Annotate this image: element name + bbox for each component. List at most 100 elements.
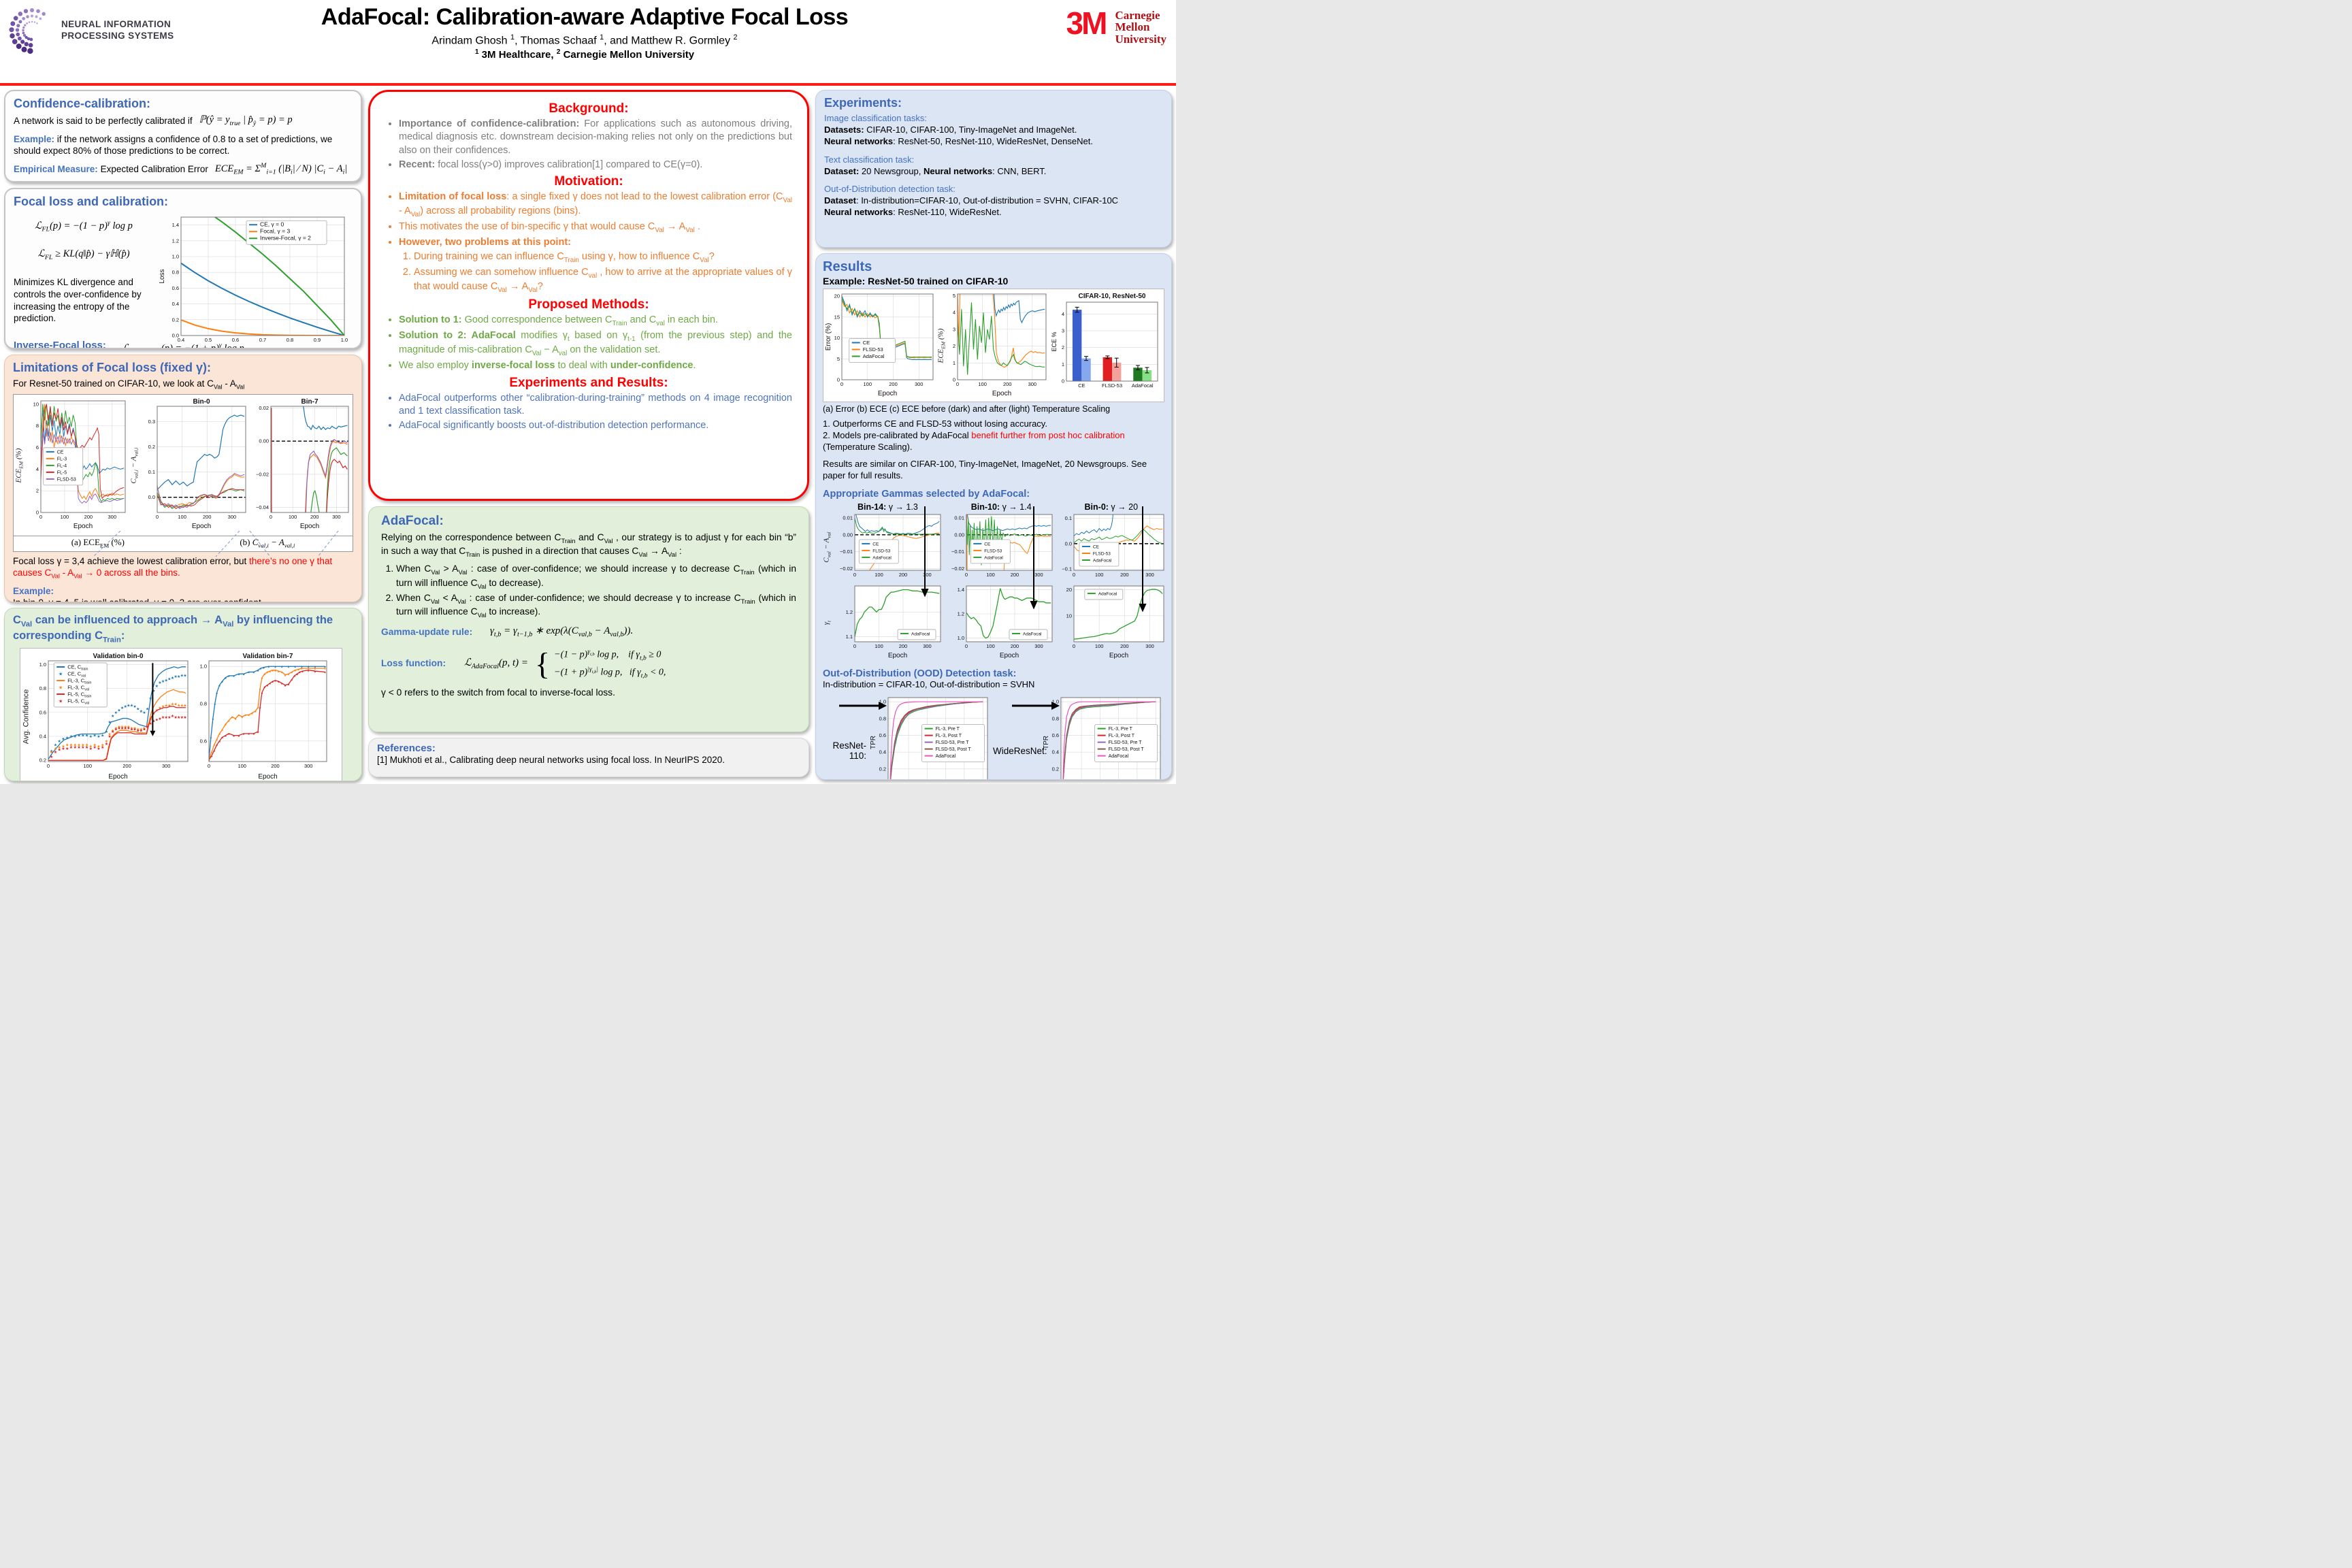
svg-text:★: ★ bbox=[314, 665, 317, 668]
svg-text:Epoch: Epoch bbox=[300, 523, 319, 530]
expresults-bullet-1: AdaFocal outperforms other “calibration-… bbox=[399, 392, 792, 419]
svg-text:★: ★ bbox=[136, 727, 140, 732]
svg-text:−0.01: −0.01 bbox=[840, 549, 853, 555]
ood-left-label: ResNet-110: bbox=[832, 740, 866, 762]
bin14-label: Bin-14: γ → 1.3 bbox=[857, 502, 918, 512]
svg-text:0.8: 0.8 bbox=[1052, 715, 1059, 721]
svg-text:★: ★ bbox=[177, 703, 180, 708]
svg-text:100: 100 bbox=[238, 763, 246, 769]
svg-text:p: p bbox=[261, 348, 265, 349]
svg-text:★: ★ bbox=[280, 682, 284, 685]
svg-text:★: ★ bbox=[93, 733, 96, 738]
svg-text:★: ★ bbox=[130, 703, 133, 708]
svg-text:−0.01: −0.01 bbox=[951, 549, 964, 555]
svg-text:★: ★ bbox=[272, 668, 275, 672]
svg-text:200: 200 bbox=[1120, 643, 1129, 649]
svg-text:0.8: 0.8 bbox=[172, 269, 179, 275]
svg-text:0.2: 0.2 bbox=[172, 316, 179, 323]
svg-text:★: ★ bbox=[165, 703, 168, 708]
poster-title: AdaFocal: Calibration-aware Adaptive Foc… bbox=[321, 4, 849, 30]
svg-text:★: ★ bbox=[69, 742, 73, 747]
svg-text:★: ★ bbox=[146, 722, 149, 727]
text-dataset: Dataset: 20 Newsgroup, Neural networks: … bbox=[824, 165, 1047, 176]
svg-text:★: ★ bbox=[108, 720, 111, 725]
svg-text:CE, Ctrain​: CE, Ctrain​ bbox=[67, 664, 88, 671]
svg-text:200: 200 bbox=[1003, 381, 1012, 387]
svg-text:AdaFocal: AdaFocal bbox=[936, 754, 956, 759]
proposed-title: Proposed Methods: bbox=[528, 297, 649, 312]
minimizes-text: Minimizes KL divergence and controls the… bbox=[14, 277, 142, 324]
svg-text:300: 300 bbox=[304, 763, 313, 769]
svg-text:1.4: 1.4 bbox=[958, 587, 964, 593]
svg-text:★: ★ bbox=[85, 742, 88, 747]
svg-text:0.8: 0.8 bbox=[200, 700, 207, 706]
confidence-title: Confidence-calibration: bbox=[14, 97, 151, 110]
svg-text:★: ★ bbox=[77, 745, 80, 750]
svg-text:Epoch: Epoch bbox=[888, 652, 907, 659]
svg-text:★: ★ bbox=[257, 668, 260, 672]
svg-text:★: ★ bbox=[299, 670, 302, 674]
svg-text:4: 4 bbox=[36, 466, 39, 472]
caption-a: (a) ECEEM (%) bbox=[71, 537, 125, 549]
svg-text:−0.02: −0.02 bbox=[256, 472, 269, 478]
svg-text:AdaFocal: AdaFocal bbox=[1023, 632, 1042, 636]
svg-text:AdaFocal: AdaFocal bbox=[984, 555, 1003, 560]
svg-text:★: ★ bbox=[218, 683, 222, 687]
svg-text:★: ★ bbox=[218, 740, 222, 743]
svg-text:★: ★ bbox=[97, 746, 100, 751]
svg-text:Epoch: Epoch bbox=[992, 390, 1011, 397]
svg-text:★: ★ bbox=[262, 666, 265, 669]
svg-text:★: ★ bbox=[272, 680, 275, 683]
chart-gamma-top-bin14: 0 100 200 300 0.01 0.00 −0.01 −0.02 CE FLSD-53 Ada… bbox=[834, 512, 943, 583]
svg-text:200: 200 bbox=[899, 643, 908, 649]
neurips-line2: PROCESSING SYSTEMS bbox=[61, 31, 174, 41]
svg-text:Epoch: Epoch bbox=[258, 773, 277, 781]
svg-text:★: ★ bbox=[242, 732, 246, 736]
svg-text:★: ★ bbox=[301, 670, 304, 673]
svg-text:0: 0 bbox=[39, 514, 42, 520]
svg-text:★: ★ bbox=[155, 717, 159, 722]
limitations-chart-strip: ECEEM (%) 0 100 200 300 0 2 4 6 8 10 Epoch CE FL-3 FL… bbox=[13, 394, 353, 537]
chart-ood-wide-wrap: 0.00.20.40.60.81.00.00.20.40.60.81.0FPRT… bbox=[1012, 692, 1164, 779]
svg-text:300: 300 bbox=[228, 514, 237, 520]
svg-text:100: 100 bbox=[1095, 643, 1104, 649]
influence-title: CVal can be influenced to approach → AVa… bbox=[13, 614, 333, 644]
svg-text:★: ★ bbox=[216, 691, 219, 694]
svg-text:★: ★ bbox=[171, 702, 174, 706]
svg-text:TPR: TPR bbox=[870, 736, 877, 749]
svg-text:★: ★ bbox=[77, 733, 80, 738]
svg-text:★: ★ bbox=[177, 715, 180, 720]
svg-text:1.0: 1.0 bbox=[958, 635, 964, 641]
svg-text:★: ★ bbox=[142, 710, 146, 715]
svg-text:300: 300 bbox=[332, 514, 341, 520]
ood-dataset: Dataset: In-distribution=CIFAR-10, Out-o… bbox=[824, 195, 1119, 206]
svg-text:★: ★ bbox=[50, 750, 53, 755]
motivation-bullet-3: However, two problems at this point:Duri… bbox=[399, 236, 792, 295]
svg-text:★: ★ bbox=[294, 668, 297, 672]
svg-text:★: ★ bbox=[238, 672, 241, 676]
svg-text:FL-5, Cval​: FL-5, Cval​ bbox=[67, 698, 89, 705]
svg-text:★: ★ bbox=[213, 743, 216, 747]
chart-ood-resnet-wrap: 0.00.20.40.60.81.00.00.20.40.60.81.0FPRT… bbox=[839, 692, 992, 779]
confidence-line1: A network is said to be perfectly calibr… bbox=[14, 116, 193, 127]
svg-text:−0.1: −0.1 bbox=[1062, 566, 1072, 572]
svg-text:★: ★ bbox=[120, 725, 124, 730]
svg-text:300: 300 bbox=[1145, 643, 1154, 649]
svg-text:★: ★ bbox=[247, 713, 250, 717]
svg-text:FLSD-53, Pre T: FLSD-53, Pre T bbox=[1109, 740, 1143, 745]
svg-text:★: ★ bbox=[296, 672, 299, 676]
svg-text:AdaFocal: AdaFocal bbox=[1093, 558, 1112, 563]
chart-validation-bin7: ★ ★ ★ ★ ★ ★ ★ ★ ★ ★ ★ ★ ★ ★ ★ ★ ★ ★ ★ ★ ★ ★ ★ ★ ★ ★ ★ ★ ★ ★ ★ ★ ★ ★ ★ ★ ★ ★ ★ ★… bbox=[191, 650, 330, 781]
svg-text:★: ★ bbox=[85, 733, 88, 738]
panel-results: Results Example: ResNet-50 trained on CI… bbox=[815, 253, 1172, 780]
svg-text:300: 300 bbox=[923, 643, 932, 649]
svg-text:0.2: 0.2 bbox=[148, 444, 155, 450]
ece-ylabel: ECEEM (%) bbox=[14, 448, 24, 483]
focal-loss-formula: ℒFL(p) = −(1 − p)γ log p bbox=[35, 218, 133, 233]
svg-text:0.4: 0.4 bbox=[39, 733, 46, 739]
chart-gammat-bin10: 0 100 200 300 1.0 1.2 1.4 Epoch AdaFocal bbox=[946, 583, 1055, 663]
chart-bin7: 0 100 200 300 0.02 0.00 −0.02 −0.04 Epoch Bin-7 bbox=[250, 397, 351, 534]
panel-background-motivation: Background: Importance of confidence-cal… bbox=[368, 90, 809, 501]
svg-text:AdaFocal: AdaFocal bbox=[911, 632, 930, 636]
svg-text:★: ★ bbox=[254, 710, 257, 713]
